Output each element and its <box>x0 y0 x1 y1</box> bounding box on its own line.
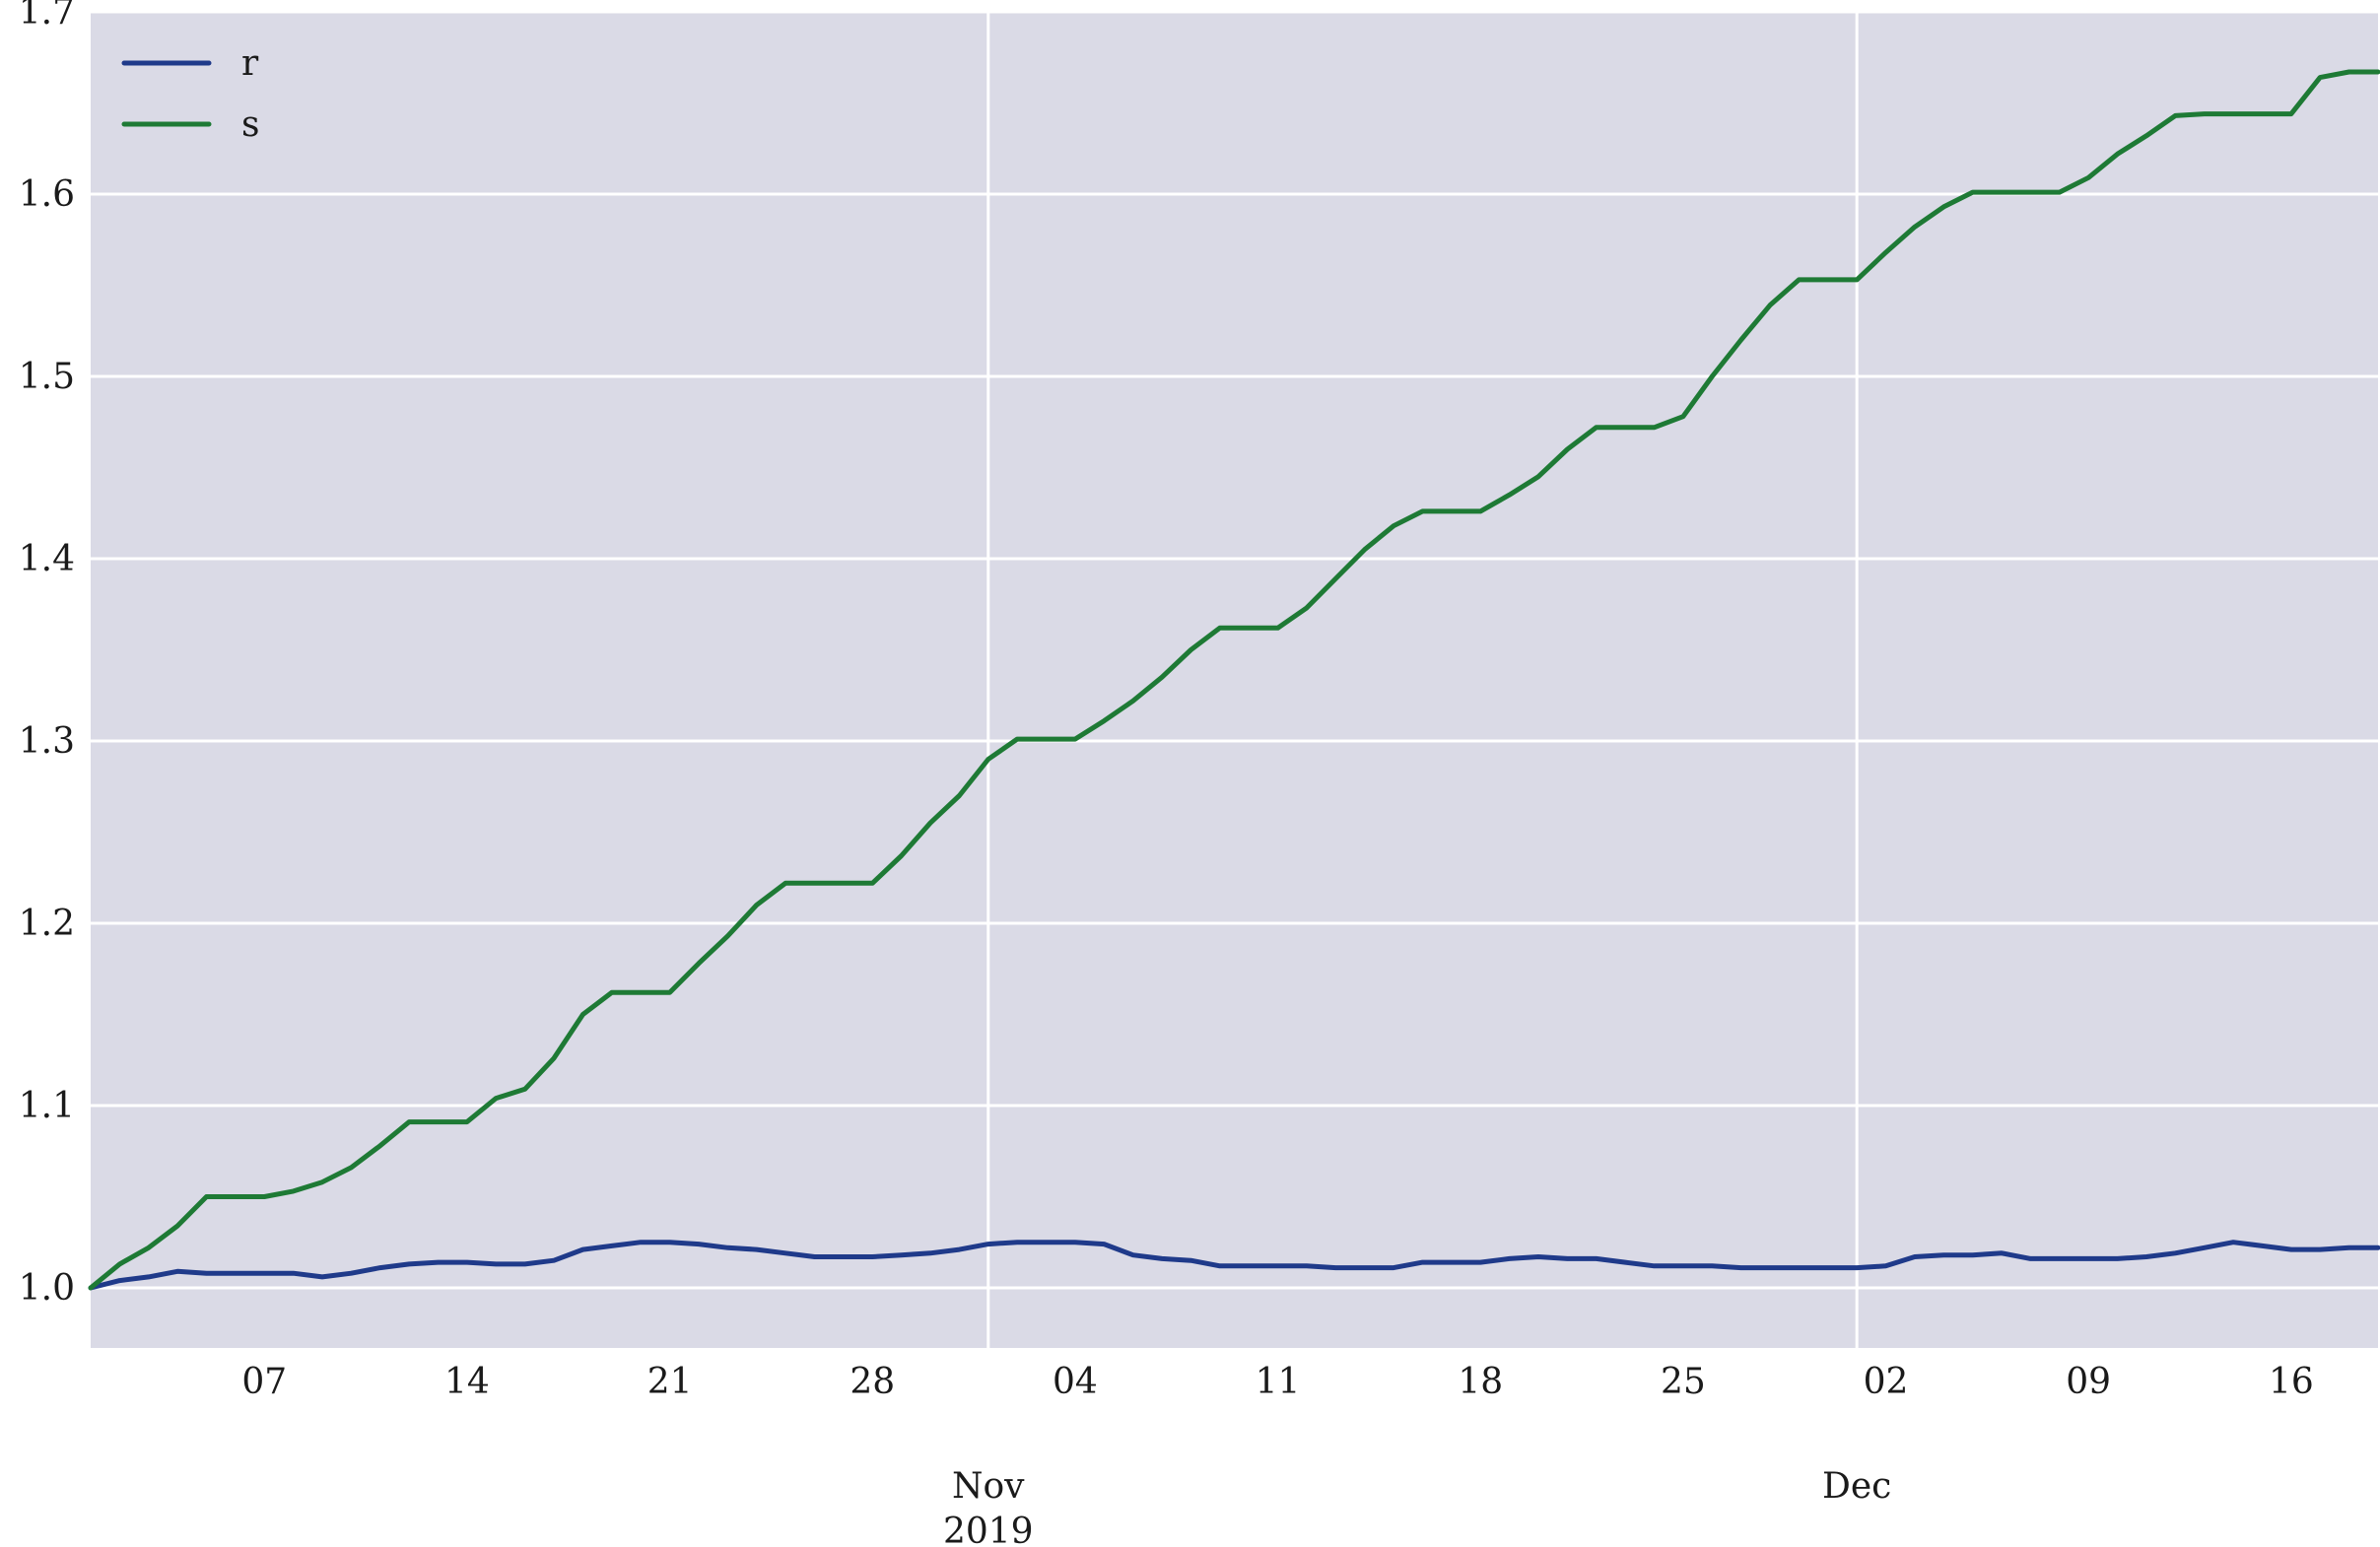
y-tick-label: 1.5 <box>19 357 75 397</box>
series-layer <box>88 69 2380 1291</box>
series-line-r <box>88 1240 2380 1291</box>
x-tick-label: 07 <box>241 1362 287 1402</box>
x-tick-label: 18 <box>1458 1362 1503 1402</box>
legend-label-r: r <box>241 43 259 84</box>
legend: rs <box>121 43 259 145</box>
y-tick-label: 1.3 <box>19 721 75 762</box>
x-tick-label: 09 <box>2066 1362 2111 1402</box>
y-tick-label: 1.0 <box>19 1268 75 1309</box>
y-tick-label: 1.2 <box>19 904 75 944</box>
plot-area <box>91 12 2378 1348</box>
x-tick-label: 28 <box>850 1362 895 1402</box>
x-major-tick-sublabel: 2019 <box>943 1512 1034 1547</box>
y-tick-label: 1.7 <box>19 0 75 33</box>
series-line-s <box>88 69 2380 1291</box>
x-tick-label: 04 <box>1053 1362 1098 1402</box>
x-major-tick-label: Dec <box>1822 1466 1891 1507</box>
y-tick-label: 1.6 <box>19 174 75 215</box>
x-tick-label: 02 <box>1864 1362 1909 1402</box>
x-tick-label: 11 <box>1256 1362 1301 1402</box>
x-tick-label: 25 <box>1661 1362 1706 1402</box>
x-tick-label: 16 <box>2269 1362 2314 1402</box>
x-major-tick-label: Nov <box>952 1466 1025 1507</box>
x-axis-tick-labels: Nov 2019 Dec 07 14 21 28 04 11 18 25 02 09 16 <box>241 1362 2313 1547</box>
x-tick-label: 14 <box>444 1362 490 1402</box>
legend-label-s: s <box>241 104 259 145</box>
y-axis-tick-labels: 1.0 1.1 1.2 1.3 1.4 1.5 1.6 1.7 <box>19 0 75 1309</box>
x-tick-label: 21 <box>647 1362 693 1402</box>
y-tick-label: 1.4 <box>19 539 75 579</box>
y-tick-label: 1.1 <box>19 1086 75 1126</box>
grid-lines <box>91 10 2378 1348</box>
